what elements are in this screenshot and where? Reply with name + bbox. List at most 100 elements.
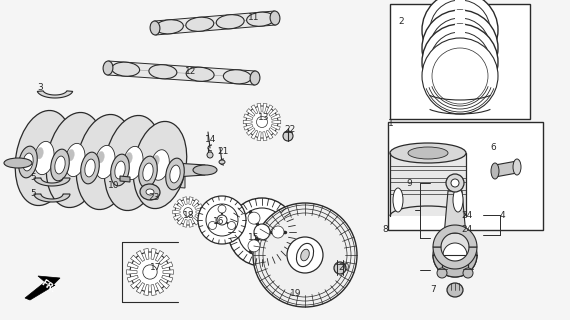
Ellipse shape — [19, 146, 37, 178]
Polygon shape — [156, 283, 164, 293]
Circle shape — [430, 18, 490, 78]
Polygon shape — [271, 124, 280, 130]
Polygon shape — [244, 114, 253, 119]
Circle shape — [246, 106, 278, 138]
Polygon shape — [269, 108, 278, 116]
Text: 22: 22 — [284, 125, 295, 134]
Circle shape — [422, 38, 498, 114]
Text: 7: 7 — [430, 285, 435, 294]
Text: 21: 21 — [217, 148, 229, 156]
Ellipse shape — [111, 154, 129, 186]
Circle shape — [430, 32, 490, 92]
Polygon shape — [162, 262, 173, 269]
Circle shape — [272, 226, 284, 238]
Polygon shape — [127, 262, 139, 269]
Polygon shape — [271, 114, 280, 119]
Polygon shape — [25, 276, 60, 300]
Ellipse shape — [437, 268, 447, 278]
Ellipse shape — [104, 116, 162, 211]
Circle shape — [253, 203, 357, 307]
Ellipse shape — [85, 159, 95, 177]
Polygon shape — [269, 128, 278, 135]
Text: 3: 3 — [37, 84, 43, 92]
Ellipse shape — [4, 158, 32, 168]
Polygon shape — [196, 210, 203, 214]
Text: 4: 4 — [500, 212, 506, 220]
Ellipse shape — [247, 12, 275, 26]
Ellipse shape — [51, 149, 70, 181]
Polygon shape — [156, 251, 164, 261]
Polygon shape — [246, 108, 255, 116]
Ellipse shape — [153, 156, 159, 166]
Polygon shape — [37, 91, 73, 98]
Ellipse shape — [207, 152, 213, 158]
Ellipse shape — [150, 150, 169, 180]
Circle shape — [432, 48, 488, 104]
Polygon shape — [136, 283, 145, 293]
Circle shape — [451, 179, 459, 187]
Polygon shape — [120, 176, 130, 182]
Text: 20: 20 — [338, 263, 349, 273]
Circle shape — [422, 0, 498, 68]
Ellipse shape — [250, 71, 260, 85]
Ellipse shape — [334, 262, 346, 274]
Circle shape — [430, 0, 490, 60]
Circle shape — [206, 204, 238, 236]
Polygon shape — [443, 191, 467, 247]
Polygon shape — [131, 279, 141, 289]
Polygon shape — [257, 132, 261, 141]
Polygon shape — [162, 275, 173, 282]
Ellipse shape — [65, 143, 85, 177]
Polygon shape — [34, 194, 70, 202]
Ellipse shape — [150, 21, 160, 35]
Circle shape — [422, 10, 498, 86]
Polygon shape — [495, 161, 517, 177]
Circle shape — [248, 212, 260, 224]
Ellipse shape — [491, 163, 499, 179]
Circle shape — [218, 205, 226, 213]
Ellipse shape — [97, 151, 104, 163]
Ellipse shape — [133, 121, 187, 209]
Text: 15: 15 — [248, 234, 259, 243]
Ellipse shape — [219, 160, 225, 164]
Ellipse shape — [463, 268, 473, 278]
Ellipse shape — [67, 149, 74, 161]
Circle shape — [175, 199, 201, 225]
Polygon shape — [159, 279, 169, 289]
Polygon shape — [151, 248, 156, 260]
Circle shape — [227, 221, 235, 229]
Polygon shape — [456, 24, 464, 36]
Ellipse shape — [216, 15, 244, 29]
Polygon shape — [175, 163, 205, 177]
Circle shape — [238, 208, 286, 256]
Ellipse shape — [513, 159, 521, 175]
Circle shape — [209, 221, 217, 229]
Polygon shape — [189, 220, 193, 227]
Circle shape — [446, 174, 464, 192]
Text: 2: 2 — [398, 18, 404, 27]
Circle shape — [443, 243, 467, 267]
Ellipse shape — [23, 153, 33, 171]
Ellipse shape — [143, 163, 153, 181]
Polygon shape — [154, 11, 275, 35]
Polygon shape — [251, 105, 258, 114]
Polygon shape — [433, 225, 477, 247]
Text: 24: 24 — [461, 212, 473, 220]
Ellipse shape — [453, 188, 463, 212]
Polygon shape — [108, 61, 255, 85]
Polygon shape — [151, 284, 156, 296]
Ellipse shape — [447, 283, 463, 297]
Polygon shape — [456, 10, 464, 22]
Ellipse shape — [186, 17, 214, 31]
Circle shape — [256, 116, 267, 127]
Text: 5: 5 — [30, 173, 36, 182]
Ellipse shape — [393, 188, 403, 212]
Circle shape — [287, 237, 323, 273]
Ellipse shape — [170, 165, 180, 183]
Polygon shape — [192, 199, 199, 206]
Text: 13: 13 — [258, 114, 270, 123]
Ellipse shape — [283, 131, 293, 141]
Polygon shape — [244, 124, 253, 130]
Text: 17: 17 — [150, 262, 161, 271]
Polygon shape — [144, 284, 149, 296]
